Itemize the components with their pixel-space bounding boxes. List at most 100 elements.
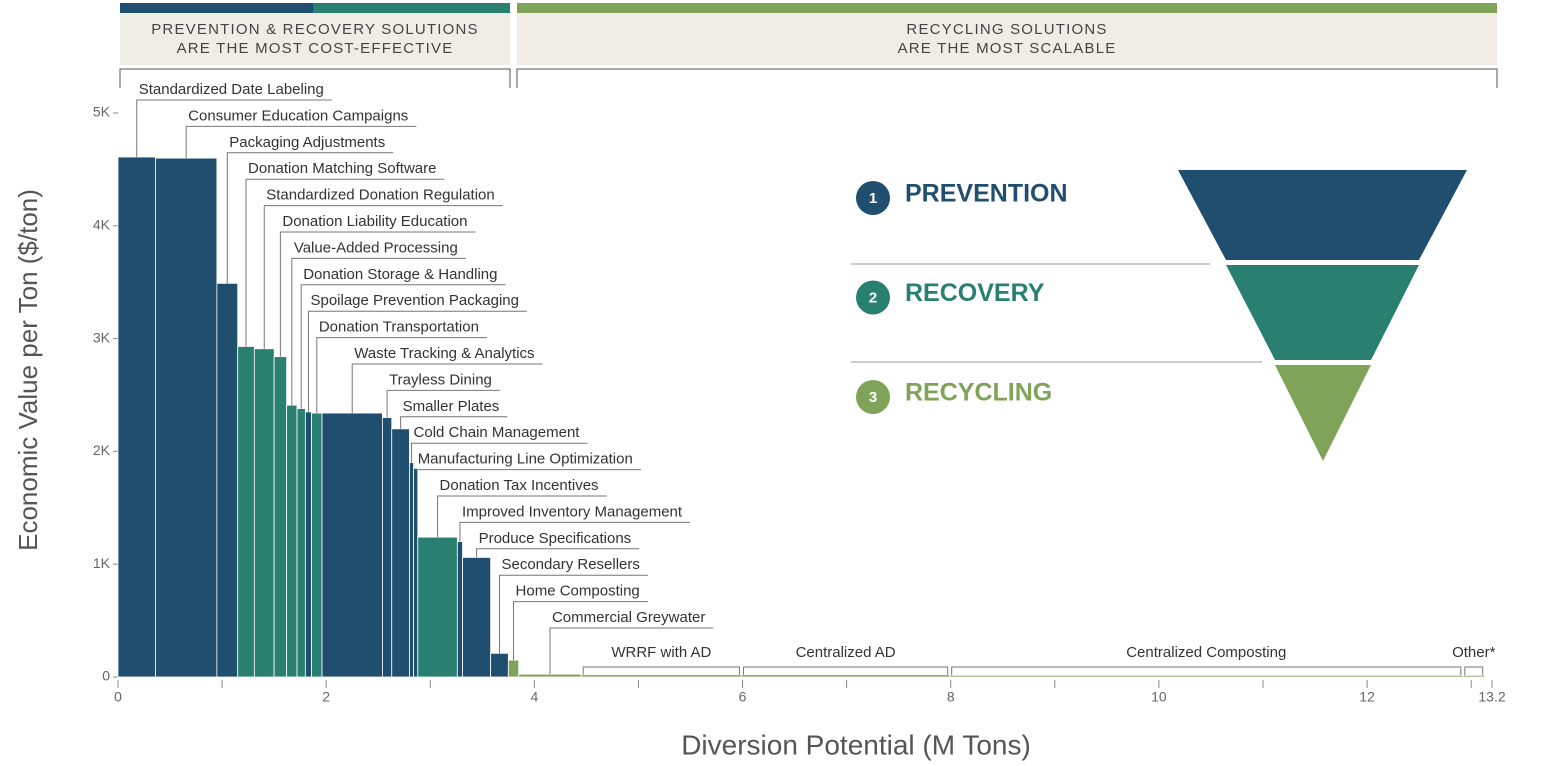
bar-label: Consumer Education Campaigns <box>188 107 408 124</box>
bar-label: Centralized AD <box>796 644 896 661</box>
legend-badge <box>856 280 890 315</box>
bar-label: Donation Transportation <box>319 319 479 336</box>
leader-line <box>245 178 445 347</box>
leader-line <box>415 468 641 471</box>
x-tick-label: 0 <box>114 689 122 705</box>
bar <box>253 348 275 678</box>
legend-label: RECOVERY <box>905 279 1045 307</box>
legend-badge <box>856 380 890 414</box>
legend-label: PREVENTION <box>905 180 1068 208</box>
bar <box>155 157 218 678</box>
bar <box>456 541 463 678</box>
header-box <box>517 13 1497 65</box>
bracket <box>582 666 741 675</box>
bar <box>409 462 415 678</box>
header-strip <box>313 3 510 13</box>
header-box <box>120 13 510 65</box>
leader-line <box>476 548 640 558</box>
header-text: ARE THE MOST COST-EFFECTIVE <box>177 40 454 57</box>
y-tick-label: 4K <box>93 217 111 233</box>
bar <box>273 356 288 678</box>
leader-line <box>459 521 691 542</box>
bar-label: WRRF with AD <box>611 644 711 661</box>
header-text: ARE THE MOST SCALABLE <box>898 40 1117 57</box>
leader-line <box>307 310 527 412</box>
y-tick-label: 1K <box>93 555 111 571</box>
bar-label: Manufacturing Line Optimization <box>418 451 633 468</box>
bar-label: Donation Tax Incentives <box>440 477 599 494</box>
bar <box>237 346 255 678</box>
header-text: RECYCLING SOLUTIONS <box>906 21 1107 38</box>
bar <box>381 417 393 678</box>
bar <box>518 673 582 678</box>
bar <box>304 411 313 678</box>
bar-label: Other* <box>1452 644 1496 661</box>
legend-number: 1 <box>869 190 877 207</box>
leader-line <box>316 337 487 414</box>
leader-line <box>351 363 543 414</box>
bar-label: Standardized Donation Regulation <box>266 187 495 204</box>
bar <box>949 674 1464 678</box>
header-strip <box>120 3 313 13</box>
legend-label: RECYCLING <box>905 379 1052 407</box>
leader-line <box>279 231 476 357</box>
x-tick-label: 10 <box>1151 689 1167 705</box>
leader-line <box>291 257 466 406</box>
bar-label: Smaller Plates <box>403 398 500 415</box>
funnel-segment <box>1226 265 1419 360</box>
bar-label: Spoilage Prevention Packaging <box>310 292 518 309</box>
funnel-segment <box>1275 365 1371 461</box>
legend-badge <box>856 181 890 215</box>
legend-number: 3 <box>869 389 877 406</box>
bar-label: Produce Specifications <box>479 530 632 547</box>
leader-line <box>300 284 506 409</box>
bar <box>417 536 458 678</box>
bar-label: Packaging Adjustments <box>229 134 385 151</box>
x-axis-title: Diversion Potential (M Tons) <box>681 729 1031 760</box>
y-tick-label: 3K <box>93 329 111 345</box>
bar-label: Waste Tracking & Analytics <box>354 345 534 362</box>
bar <box>741 674 951 678</box>
header-strip <box>517 3 1497 13</box>
bar <box>216 282 239 678</box>
bar-label: Standardized Date Labeling <box>139 81 324 98</box>
bar-label: Donation Storage & Handling <box>303 266 497 283</box>
bar <box>413 467 419 678</box>
leader-line <box>437 495 607 538</box>
y-tick-label: 0 <box>102 668 110 684</box>
bracket <box>951 666 1462 676</box>
bar <box>117 156 156 678</box>
x-tick-label: 12 <box>1359 689 1375 705</box>
leader-line <box>513 601 648 661</box>
leader-line <box>549 627 714 675</box>
bar-label: Donation Liability Education <box>282 213 467 230</box>
bracket <box>743 666 949 675</box>
header-bracket <box>516 68 1498 88</box>
leader-line <box>185 125 417 159</box>
x-tick-label: 8 <box>947 689 955 705</box>
x-tick-label: 6 <box>739 689 747 705</box>
bar <box>1462 674 1486 678</box>
x-tick-label: 4 <box>530 689 538 705</box>
leader-line <box>136 99 332 157</box>
bar-label: Secondary Resellers <box>501 556 639 573</box>
bar-label: Improved Inventory Management <box>462 503 683 520</box>
leader-line <box>498 574 648 654</box>
header-bracket <box>119 68 511 88</box>
leader-line <box>386 389 500 418</box>
bar <box>311 412 323 678</box>
leader-line <box>411 442 588 463</box>
leader-line <box>400 416 508 429</box>
funnel-segment <box>1178 170 1467 260</box>
y-tick-label: 5K <box>93 104 111 120</box>
bar <box>391 428 410 678</box>
bar <box>580 674 742 678</box>
bar-label: Centralized Composting <box>1126 644 1286 661</box>
header-text: PREVENTION & RECOVERY SOLUTIONS <box>151 21 479 38</box>
bar-label: Donation Matching Software <box>248 160 436 177</box>
leader-line <box>226 152 394 284</box>
x-tick-label: 13.2 <box>1478 689 1505 705</box>
bar-label: Cold Chain Management <box>414 424 581 441</box>
bar <box>296 408 306 678</box>
y-tick-label: 2K <box>93 442 111 458</box>
